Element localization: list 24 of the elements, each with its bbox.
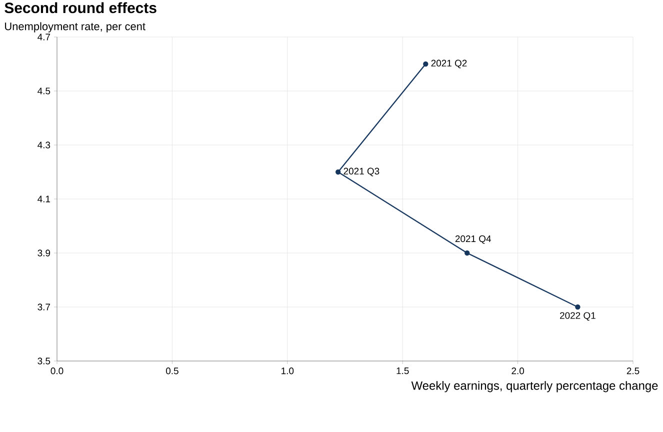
x-tick-label: 1.0	[282, 368, 294, 374]
y-tick-label: 4.7	[38, 34, 50, 40]
x-axis-title: Weekly earnings, quarterly percentage change	[411, 381, 658, 392]
point	[464, 250, 470, 256]
x-tick-label: 0.5	[166, 368, 178, 374]
annotation: 2022 Q1	[560, 312, 596, 321]
annotation: 2021 Q4	[455, 235, 491, 244]
chart-title: Second round effects	[4, 2, 156, 14]
annotation: 2021 Q2	[431, 60, 467, 68]
annotation: 2021 Q3	[344, 168, 380, 176]
y-tick-label: 4.1	[38, 196, 50, 202]
x-tick-label: 0.0	[50, 368, 64, 374]
y-tick-label: 3.7	[38, 304, 50, 310]
y-tick-label: 3.5	[38, 358, 50, 364]
chart-subtitle: Unemployment rate, per cent	[5, 22, 146, 32]
y-tick-label: 3.9	[38, 250, 50, 256]
x-tick-label: 2.5	[626, 368, 640, 374]
point	[575, 304, 580, 310]
y-tick-label: 4.3	[38, 142, 50, 148]
y-tick-label: 4.5	[38, 88, 50, 94]
x-tick-label: 2.0	[512, 368, 524, 374]
point	[423, 61, 428, 67]
point	[336, 169, 341, 175]
x-tick-label: 1.5	[396, 368, 409, 374]
